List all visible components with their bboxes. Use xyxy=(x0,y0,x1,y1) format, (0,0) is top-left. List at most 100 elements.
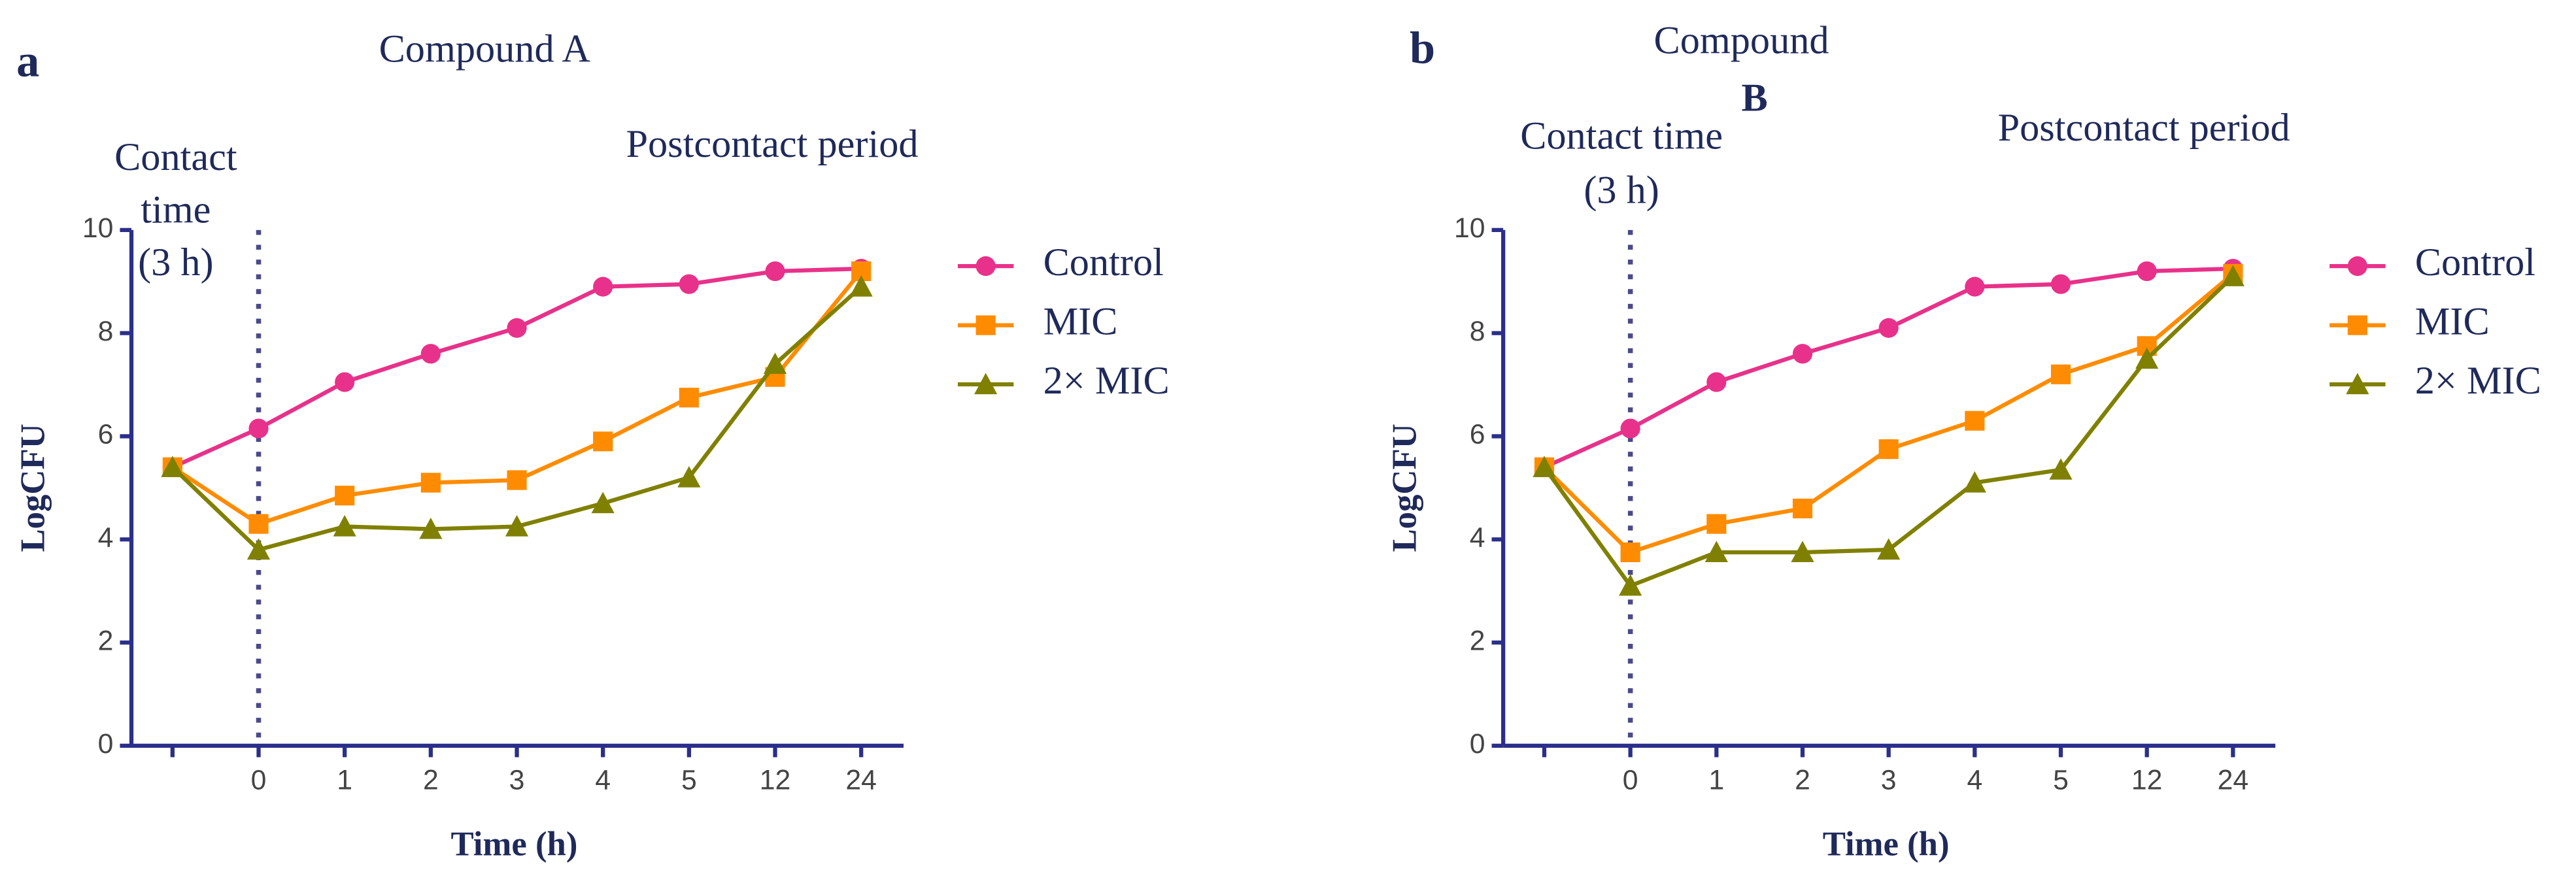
marker xyxy=(333,514,356,537)
y-tick-label: 0 xyxy=(98,728,114,760)
x-tick-label: 24 xyxy=(845,764,877,795)
series-line xyxy=(1542,272,2235,555)
marker xyxy=(248,418,269,439)
marker xyxy=(505,514,529,537)
marker xyxy=(677,465,701,488)
marker xyxy=(1965,410,1985,431)
marker xyxy=(1877,538,1901,560)
marker xyxy=(591,492,615,514)
chart-title: B xyxy=(1742,76,1768,120)
marker xyxy=(1619,574,1642,596)
marker xyxy=(1878,318,1899,338)
marker xyxy=(765,261,785,282)
marker xyxy=(679,388,699,408)
x-tick-label: 5 xyxy=(681,764,697,795)
y-tick-label: 4 xyxy=(1470,522,1485,554)
x-tick-label: 4 xyxy=(1967,764,1982,795)
marker xyxy=(335,372,355,392)
marker xyxy=(335,486,355,506)
marker xyxy=(974,373,998,395)
y-tick-label: 2 xyxy=(98,625,114,656)
y-tick-label: 10 xyxy=(82,212,113,244)
annotation: Postcontact period xyxy=(1998,106,2290,150)
marker xyxy=(2049,458,2073,480)
marker xyxy=(1620,418,1640,439)
marker xyxy=(2221,265,2245,286)
chart-title: Compound xyxy=(1654,19,1829,63)
marker xyxy=(1706,372,1727,392)
x-tick-label: 24 xyxy=(2218,764,2249,795)
marker xyxy=(2137,261,2157,282)
y-tick-label: 0 xyxy=(1470,728,1485,760)
panel: a Compound A Contact time (3 h) Postcontact p… xyxy=(14,27,1169,863)
y-tick-label: 2 xyxy=(1470,625,1485,656)
legend-label: MIC xyxy=(2415,299,2490,343)
marker xyxy=(975,315,996,335)
legend-label: 2× MIC xyxy=(1043,359,1170,403)
annotation: (3 h) xyxy=(1584,168,1659,212)
annotation: Postcontact period xyxy=(626,122,918,166)
marker xyxy=(2135,347,2159,369)
annotation: Contact time xyxy=(1520,114,1723,158)
marker xyxy=(420,344,441,364)
x-tick-label: 0 xyxy=(251,764,267,795)
marker xyxy=(1965,276,1985,297)
y-tick-label: 8 xyxy=(1470,316,1485,347)
marker xyxy=(1533,456,1556,477)
x-tick-label: 5 xyxy=(2053,764,2069,795)
marker xyxy=(593,431,613,452)
marker xyxy=(1791,541,1814,563)
chart-title: Compound A xyxy=(379,27,591,71)
x-tick-label: 1 xyxy=(1708,764,1724,795)
annotation: Contact xyxy=(114,135,237,179)
annotation: (3 h) xyxy=(138,241,214,284)
series-line xyxy=(171,266,862,469)
panel: b Compound B Contact time (3 h) Postcontact p… xyxy=(1386,19,2541,863)
y-tick-label: 6 xyxy=(1470,419,1485,450)
marker xyxy=(2347,315,2367,335)
marker xyxy=(1620,542,1640,563)
x-axis-label: Time (h) xyxy=(451,826,578,863)
y-axis-label: LogCFU xyxy=(1386,424,1424,552)
panel-label: b xyxy=(1410,23,1435,74)
marker xyxy=(975,256,996,276)
marker xyxy=(679,274,699,294)
marker xyxy=(419,517,443,539)
marker xyxy=(507,318,527,338)
marker xyxy=(1706,514,1727,534)
y-tick-label: 10 xyxy=(1454,212,1485,244)
marker xyxy=(248,514,269,534)
marker xyxy=(2050,274,2071,294)
x-tick-label: 3 xyxy=(509,764,525,795)
x-tick-label: 0 xyxy=(1623,764,1638,795)
marker xyxy=(2346,373,2369,395)
legend-label: 2× MIC xyxy=(2415,359,2541,403)
y-tick-label: 6 xyxy=(98,419,114,450)
marker xyxy=(2050,364,2071,384)
x-tick-label: 12 xyxy=(2131,764,2163,795)
marker xyxy=(246,538,271,560)
marker xyxy=(1704,541,1728,563)
x-tick-label: 1 xyxy=(337,764,352,795)
panel-label: a xyxy=(16,36,39,87)
x-tick-label: 3 xyxy=(1881,764,1897,795)
marker xyxy=(1963,471,1986,493)
marker xyxy=(1878,439,1899,460)
annotation: time xyxy=(141,188,211,232)
marker xyxy=(593,276,613,297)
series-line xyxy=(1543,266,2233,469)
legend-label: MIC xyxy=(1043,299,1118,343)
x-axis-label: Time (h) xyxy=(1823,826,1950,863)
y-tick-label: 4 xyxy=(98,522,114,554)
x-tick-label: 2 xyxy=(423,764,439,795)
marker xyxy=(763,352,787,375)
x-tick-label: 4 xyxy=(595,764,611,795)
x-tick-label: 12 xyxy=(760,764,791,795)
marker xyxy=(507,470,527,490)
marker xyxy=(849,275,873,297)
legend-label: Control xyxy=(1043,241,1164,284)
marker xyxy=(420,473,441,493)
marker xyxy=(2347,256,2367,276)
y-tick-label: 8 xyxy=(98,316,114,347)
